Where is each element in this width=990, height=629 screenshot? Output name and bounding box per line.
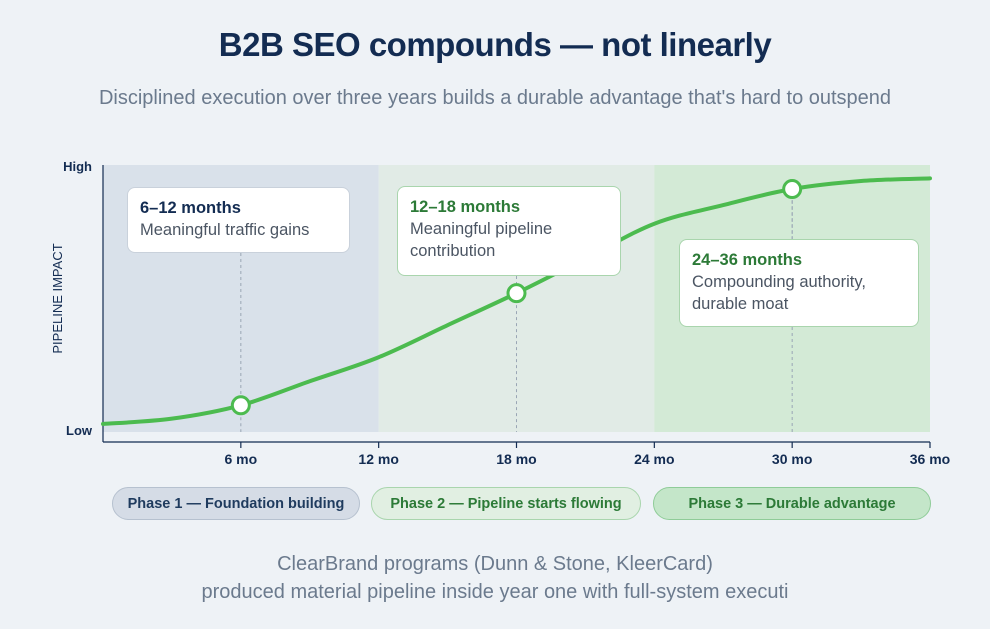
chart-subtitle: Disciplined execution over three years b… [98,87,892,109]
x-tick-label: 24 mo [634,451,674,467]
x-tick-label: 6 mo [224,451,257,467]
phase-3-pill: Phase 3 — Durable advantage [653,487,931,520]
marker-layer [230,179,803,416]
y-tick-label-low: Low [66,423,93,438]
phase-1-pill: Phase 1 — Foundation building [112,487,360,520]
x-tick-label: 30 mo [772,451,812,467]
x-tick-label: 12 mo [358,451,398,467]
phase-2-pill: Phase 2 — Pipeline starts flowing [371,487,641,520]
callout-6-12-months: 6–12 months Meaningful traffic gains [127,187,350,253]
callout-period: 24–36 months [692,251,803,269]
milestone-marker [506,283,527,304]
callout-text: Compounding authority, durable moat [692,273,866,313]
tick-labels: 6 mo 12 mo 18 mo 24 mo 30 mo 36 mo High Low PIPE… [50,159,950,467]
chart-title: B2B SEO compounds — not linearly [218,26,772,63]
milestone-marker [230,395,251,416]
x-tick-label: 18 mo [496,451,536,467]
callout-text: Meaningful pipeline contribution [410,220,553,260]
x-tick-label: 36 mo [910,451,950,467]
callout-12-18-months: 12–18 months Meaningful pipeline contrib… [397,186,621,276]
callout-text: Meaningful traffic gains [140,221,310,239]
footer-note: ClearBrand programs (Dunn & Stone, Kleer… [201,553,789,603]
callout-period: 6–12 months [140,199,241,217]
y-axis-label: PIPELINE IMPACT [50,243,65,353]
callout-24-36-months: 24–36 months Compounding authority, dura… [679,239,919,327]
callout-period: 12–18 months [410,198,521,216]
y-tick-label-high: High [63,159,92,174]
milestone-marker [782,179,803,200]
axes [102,165,931,448]
